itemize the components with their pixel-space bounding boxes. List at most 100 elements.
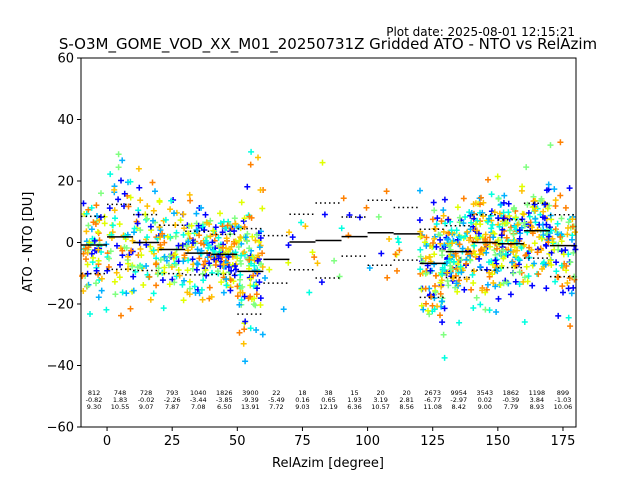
scatter-point [543,242,550,249]
scatter-point [156,199,163,205]
bin-std-label: 6.50 [217,403,231,411]
bin-mean-label: -2.97 [450,396,467,404]
scatter-point [237,271,244,278]
scatter-point [514,221,521,228]
scatter-point [95,246,102,253]
scatter-point [512,278,519,285]
scatter-point [378,250,385,257]
bin-count-label: 20 [376,389,384,397]
scatter-point [144,203,151,210]
scatter-point [150,207,157,214]
scatter-point [432,272,439,279]
scatter-point [336,273,343,280]
chart-title: S-O3M_GOME_VOD_XX_M01_20250731Z Gridded … [59,35,597,54]
scatter-point [471,268,477,275]
scatter-point [210,247,217,254]
scatter-point [488,225,495,232]
scatter-point [143,263,150,269]
scatter-point [516,257,523,264]
scatter-point [157,241,164,248]
scatter-point [461,286,468,293]
scatter-point [115,164,122,171]
scatter-point [473,234,479,241]
scatter-point [146,273,153,280]
scatter-point [516,281,523,288]
scatter-point [256,279,263,286]
y-tick-label: 40 [57,113,74,128]
scatter-point [547,212,554,219]
scatter-point [423,234,430,241]
scatter-point [331,257,338,264]
scatter-point [180,297,187,304]
scatter-point [97,214,104,221]
scatter-point [186,278,193,285]
scatter-point [129,237,136,244]
scatter-point [186,285,193,292]
scatter-point [223,282,230,289]
scatter-point [492,257,499,264]
scatter-point [489,221,496,228]
scatter-point [128,247,135,254]
scatter-point [503,251,509,257]
scatter-point [238,252,245,259]
scatter-point [91,237,98,244]
scatter-point [203,272,210,279]
scatter-point [511,204,518,211]
scatter-point [456,241,463,248]
scatter-point [528,246,535,253]
scatter-point [209,239,216,246]
scatter-point [445,257,452,264]
scatter-point [493,309,500,315]
scatter-point [466,237,472,244]
scatter-point [507,291,514,298]
scatter-point [168,197,175,204]
bin-std-label: 10.57 [371,403,390,411]
y-tick-label: 60 [57,52,74,67]
scatter-point [147,296,154,303]
scatter-point [441,354,448,361]
scatter-point [543,187,550,194]
scatter-point [540,232,547,239]
scatter-point [237,289,244,296]
scatter-point [496,210,503,217]
scatter-point [183,243,190,249]
scatter-point [422,285,429,292]
scatter-point [247,275,254,282]
scatter-point [257,295,264,302]
scatter-point [454,204,461,211]
scatter-point [572,229,578,236]
scatter-point [256,238,263,245]
scatter-point [119,289,126,296]
scatter-point [566,275,573,282]
scatter-point [488,208,495,215]
x-tick-label: 150 [485,434,510,449]
scatter-point [430,199,437,206]
scatter-point [217,210,223,217]
scatter-point [470,280,477,286]
scatter-point [115,151,122,158]
scatter-point [193,266,200,273]
scatter-point [95,294,102,301]
scatter-point [346,212,353,218]
scatter-point [318,279,325,286]
scatter-point [431,235,438,242]
scatter-point [130,273,137,280]
scatter-point [565,225,571,231]
scatter-point [423,300,429,307]
scatter-point [250,272,257,279]
scatter-point [247,325,254,332]
bin-mean-label: 0.16 [295,396,309,404]
scatter-point [431,306,438,313]
scatter-point [123,245,130,251]
scatter-point [531,260,538,267]
scatter-point [200,277,207,284]
scatter-point [96,217,103,224]
scatter-point [520,211,527,218]
axis-ticks: 0 25 50 75 100 125 150 175 −60 −40 −20 0 20 40 60 [47,52,576,450]
scatter-point [476,255,483,262]
y-tick-label: 0 [66,236,74,251]
scatter-point [257,302,264,308]
scatter-point [246,256,253,263]
scatter-point [564,231,571,238]
scatter-point [219,229,226,236]
